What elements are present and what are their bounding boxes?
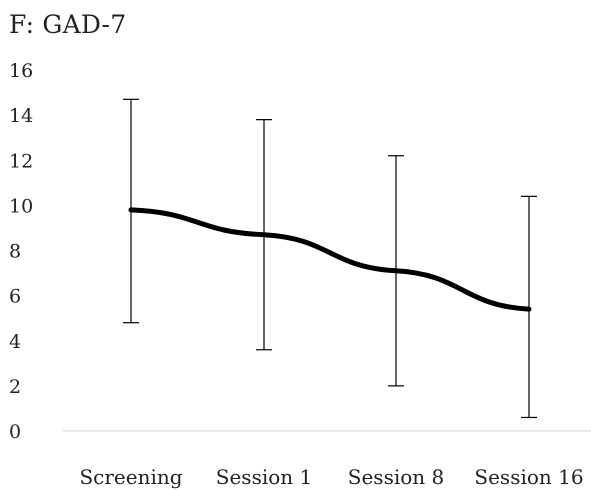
y-tick-label: 8: [9, 241, 21, 263]
x-axis-labels: Screening Session 1 Session 8 Session 16: [79, 465, 583, 489]
x-tick-label: Screening: [79, 465, 182, 489]
series-line: [128, 207, 532, 312]
y-tick-label: 4: [9, 331, 21, 353]
y-tick-label: 2: [9, 376, 21, 398]
x-tick-label: Session 1: [216, 465, 312, 489]
y-tick-label: 6: [9, 286, 21, 308]
y-tick-label: 16: [9, 60, 33, 82]
y-tick-label: 14: [9, 105, 33, 127]
y-tick-label: 0: [9, 421, 21, 443]
y-axis-ticks: 0 2 4 6 8 10 12 14 16: [9, 60, 33, 443]
y-tick-label: 12: [9, 150, 33, 172]
x-tick-label: Session 16: [474, 465, 583, 489]
error-bars: [123, 98, 537, 419]
chart-title: F: GAD-7: [9, 10, 127, 39]
y-tick-label: 10: [9, 195, 33, 217]
x-tick-label: Session 8: [348, 465, 444, 489]
